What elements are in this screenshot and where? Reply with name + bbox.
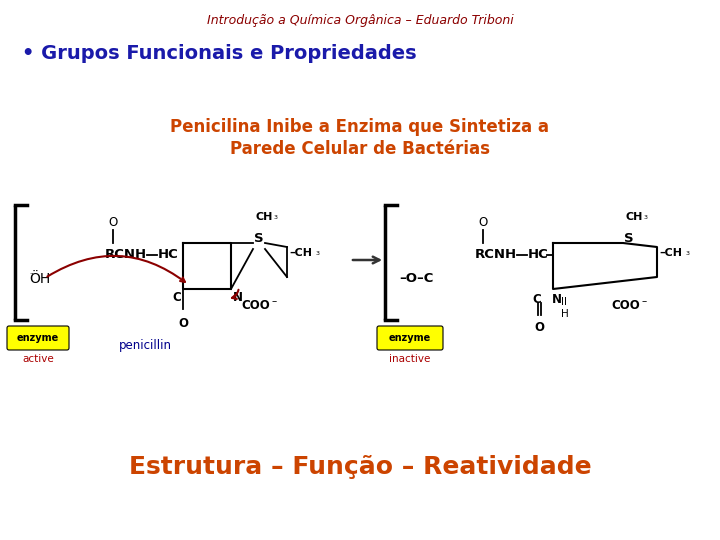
Text: RCNH: RCNH: [475, 248, 517, 261]
Text: • Grupos Funcionais e Propriedades: • Grupos Funcionais e Propriedades: [22, 44, 417, 63]
Text: N: N: [233, 291, 243, 304]
Text: O: O: [478, 217, 487, 230]
FancyArrowPatch shape: [232, 290, 238, 299]
Text: S: S: [624, 233, 634, 246]
Text: S: S: [254, 233, 264, 246]
Text: CH: CH: [625, 212, 642, 222]
Text: inactive: inactive: [390, 354, 431, 364]
Text: C: C: [172, 291, 181, 304]
Text: COO: COO: [611, 299, 640, 312]
Text: ÖH: ÖH: [29, 272, 50, 286]
Text: –: –: [271, 296, 276, 306]
Text: –CH: –CH: [289, 248, 312, 258]
Text: RCNH: RCNH: [105, 248, 147, 261]
Text: enzyme: enzyme: [17, 333, 59, 343]
Text: Estrutura – Função – Reatividade: Estrutura – Função – Reatividade: [129, 455, 591, 479]
FancyArrowPatch shape: [48, 256, 185, 282]
Text: COO: COO: [241, 299, 270, 312]
Text: $_3$: $_3$: [685, 248, 690, 258]
Text: –CH: –CH: [659, 248, 682, 258]
Text: C: C: [533, 293, 541, 306]
Text: Introdução a Química Orgânica – Eduardo Triboni: Introdução a Química Orgânica – Eduardo …: [207, 14, 513, 27]
Text: Penicilina Inibe a Enzima que Sintetiza a: Penicilina Inibe a Enzima que Sintetiza …: [171, 118, 549, 136]
Text: penicillin: penicillin: [119, 339, 171, 352]
Text: Parede Celular de Bactérias: Parede Celular de Bactérias: [230, 140, 490, 158]
Text: $_3$: $_3$: [315, 248, 320, 258]
Text: O: O: [178, 317, 188, 330]
Text: CH: CH: [255, 212, 272, 222]
Text: –O–C: –O–C: [399, 273, 433, 286]
Text: $_3$: $_3$: [273, 213, 279, 221]
Text: O: O: [109, 217, 117, 230]
FancyBboxPatch shape: [377, 326, 443, 350]
Text: –: –: [641, 296, 647, 306]
FancyBboxPatch shape: [7, 326, 69, 350]
Text: HC: HC: [158, 248, 179, 261]
Text: $_3$: $_3$: [643, 213, 649, 221]
Text: HC: HC: [528, 248, 549, 261]
Text: active: active: [22, 354, 54, 364]
Text: O: O: [534, 321, 544, 334]
Text: ..: ..: [29, 269, 34, 275]
Text: H: H: [561, 309, 569, 319]
Text: N: N: [552, 293, 562, 306]
Text: II: II: [561, 297, 567, 307]
Text: enzyme: enzyme: [389, 333, 431, 343]
